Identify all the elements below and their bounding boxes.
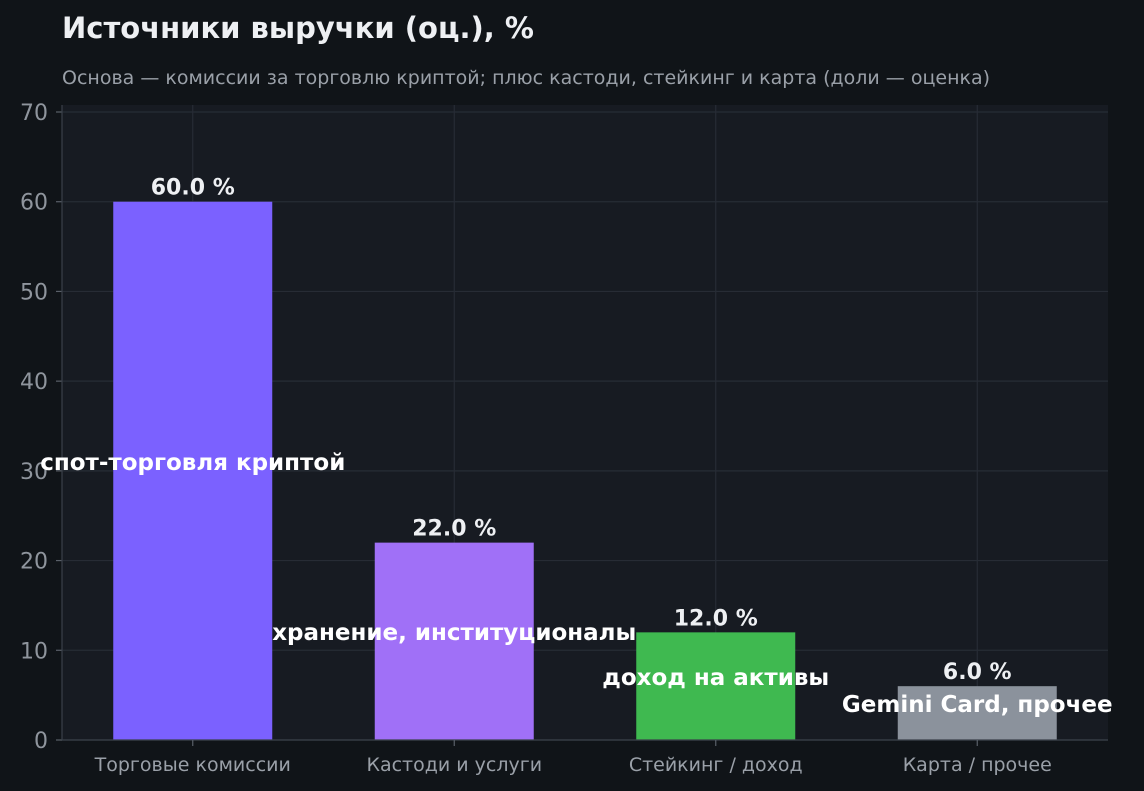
bar-value-label: 60.0 %	[151, 176, 235, 201]
x-axis: Торговые комиссии Кастоди и услуги Стейкин…	[62, 739, 1108, 776]
bar-annotation: спот-торговля криптой	[40, 450, 345, 476]
bar-value-label: 6.0 %	[943, 660, 1012, 685]
bar-annotation: Gemini Card, прочее	[842, 692, 1113, 718]
y-tick-label: 50	[20, 280, 48, 305]
x-tick-label: Стейкинг / доход	[629, 754, 803, 776]
bar	[897, 686, 1057, 740]
x-tick-label: Карта / прочее	[903, 754, 1052, 776]
x-tick-label: Кастоди и услуги	[366, 754, 542, 776]
y-tick-label: 30	[20, 460, 48, 485]
chart-subtitle: Основа — комиссии за торговлю криптой; п…	[62, 67, 990, 89]
x-tick-label: Торговые комиссии	[94, 754, 291, 776]
y-tick-label: 40	[20, 370, 48, 395]
bar-value-label: 12.0 %	[674, 606, 758, 631]
bars	[113, 201, 1057, 740]
y-tick-label: 70	[20, 101, 48, 126]
y-tick-label: 20	[20, 550, 48, 575]
bar	[113, 201, 273, 740]
y-tick-label: 0	[34, 729, 48, 754]
chart-title: Источники выручки (оц.), %	[62, 11, 534, 45]
bar-annotation: хранение, институционалы	[272, 620, 636, 646]
y-axis: 0 10 20 30 40 50 60 70	[20, 101, 63, 754]
y-tick-label: 60	[20, 191, 48, 216]
bar-value-label: 22.0 %	[412, 517, 496, 542]
bar	[374, 542, 534, 740]
bar-annotation: доход на активы	[602, 665, 829, 691]
bar	[636, 632, 796, 740]
y-tick-label: 10	[20, 639, 48, 664]
bar-labels: 60.0 % спот-торговля криптой 22.0 % хранени…	[40, 176, 1112, 718]
